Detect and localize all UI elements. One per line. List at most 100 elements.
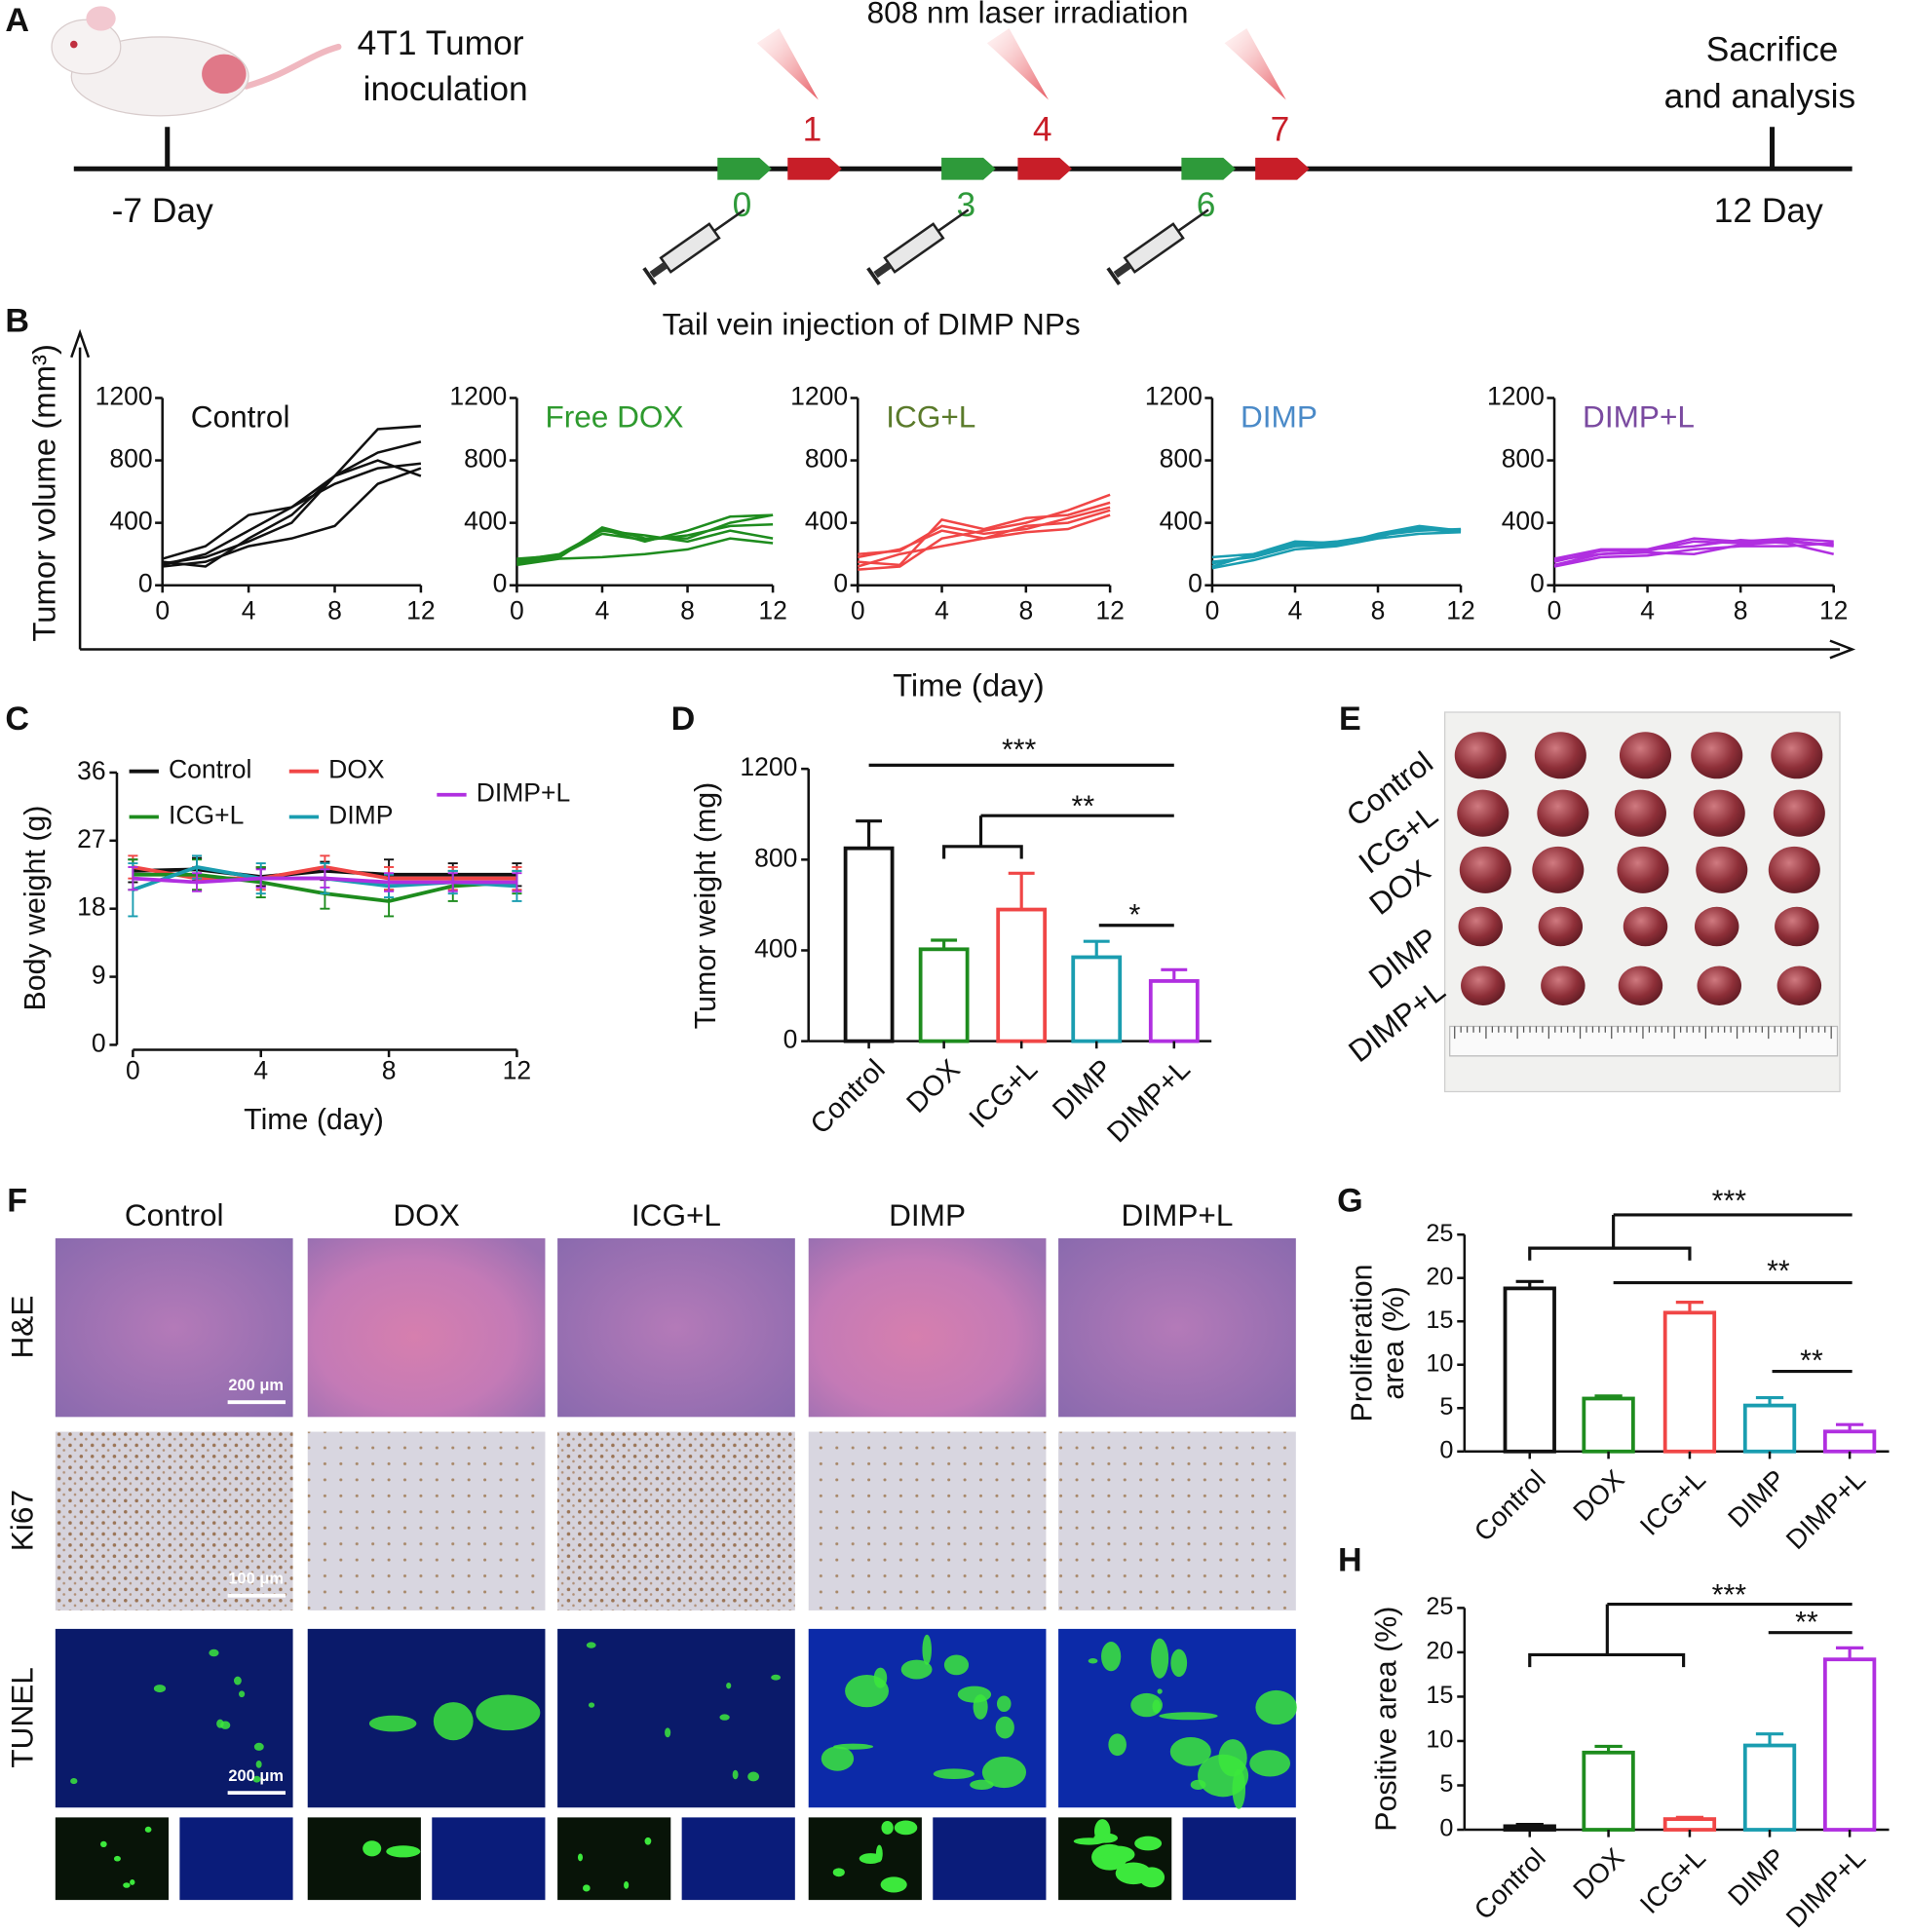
tumor bbox=[1696, 846, 1748, 893]
y-tick-label: 0 bbox=[92, 1028, 106, 1057]
mouse-ear bbox=[86, 6, 116, 31]
y-tick-label: 5 bbox=[1439, 1770, 1453, 1798]
significance-label: ** bbox=[1072, 791, 1095, 823]
series-line bbox=[162, 425, 421, 568]
x-tick-label: DOX bbox=[901, 1054, 967, 1119]
scale-bar-label: 100 μm bbox=[228, 1571, 284, 1588]
y-tick-label: 27 bbox=[77, 824, 105, 853]
tunel-signal bbox=[386, 1845, 421, 1858]
tunel-signal bbox=[577, 1853, 584, 1862]
y-axis-label: Tumor weight (mg) bbox=[690, 782, 722, 1030]
timeline-text: and analysis bbox=[1664, 78, 1856, 116]
panel-letter: E bbox=[1339, 701, 1361, 738]
tunel-signal bbox=[644, 1837, 652, 1845]
y-tick-label: 0 bbox=[833, 569, 848, 598]
y-tick-label: 25 bbox=[1426, 1593, 1453, 1620]
y-tick-label: 10 bbox=[1426, 1349, 1453, 1377]
column-label: ICG+L bbox=[631, 1197, 721, 1232]
tunel-signal bbox=[588, 1702, 595, 1708]
bar bbox=[1503, 1286, 1556, 1454]
series-line bbox=[1211, 530, 1462, 570]
bar bbox=[1662, 1817, 1717, 1832]
y-tick-label: 0 bbox=[1530, 569, 1545, 598]
y-tick-label: 400 bbox=[464, 507, 507, 536]
x-tick-label: ICG+L bbox=[1634, 1842, 1711, 1919]
injection-arrow bbox=[941, 157, 996, 180]
x-tick-label: 4 bbox=[595, 596, 610, 625]
y-tick-label: 0 bbox=[1439, 1436, 1453, 1463]
chart-title: Free DOX bbox=[545, 398, 683, 434]
y-axis-label: Body weight (g) bbox=[19, 806, 52, 1011]
series-line bbox=[516, 513, 774, 563]
timeline-text: 12 Day bbox=[1714, 192, 1823, 230]
panel-letter: C bbox=[5, 701, 29, 738]
tunel-signal bbox=[665, 1727, 671, 1738]
bar bbox=[1822, 1657, 1877, 1832]
day-label: 0 bbox=[733, 186, 752, 224]
tunel-signal bbox=[113, 1855, 121, 1862]
y-axis-label: Proliferation bbox=[1346, 1265, 1378, 1422]
series-line bbox=[162, 462, 422, 560]
x-axis-label: Time (day) bbox=[244, 1104, 384, 1136]
y-tick-label: 1200 bbox=[449, 381, 507, 410]
tumor bbox=[1775, 906, 1819, 947]
series-line bbox=[1553, 539, 1834, 560]
x-tick-label: 4 bbox=[242, 596, 256, 625]
x-tick-label: 12 bbox=[1446, 596, 1474, 625]
tunel-signal bbox=[252, 1775, 261, 1783]
tunel-signal bbox=[153, 1685, 167, 1693]
x-tick-label: 12 bbox=[503, 1055, 531, 1084]
syringe bbox=[1106, 208, 1209, 285]
tumor bbox=[1532, 846, 1585, 893]
tunel-signal bbox=[1101, 1642, 1122, 1672]
tunel-signal bbox=[880, 1876, 907, 1893]
tunel-signal bbox=[771, 1674, 782, 1681]
x-tick-label: 0 bbox=[1547, 596, 1562, 625]
x-tick-label: 0 bbox=[851, 596, 865, 625]
row-label: TUNEL bbox=[5, 1667, 40, 1768]
laser-arrow bbox=[787, 157, 842, 180]
y-tick-label: 18 bbox=[77, 892, 105, 922]
x-tick-label: 4 bbox=[253, 1055, 268, 1084]
tunel-signal bbox=[433, 1702, 474, 1741]
y-tick-label: 36 bbox=[77, 756, 105, 785]
tunel-signal bbox=[970, 1779, 994, 1791]
panel-letter: A bbox=[5, 2, 29, 39]
he-image bbox=[55, 1237, 293, 1418]
x-tick-label: 8 bbox=[382, 1055, 397, 1084]
tunel-signal bbox=[1093, 1833, 1118, 1843]
x-tick-label: 8 bbox=[1734, 596, 1748, 625]
tumor bbox=[1623, 906, 1668, 947]
row-label: H&E bbox=[5, 1296, 40, 1359]
he-image bbox=[307, 1237, 546, 1418]
tunel-signal bbox=[719, 1714, 730, 1721]
panel-letter: B bbox=[5, 302, 29, 339]
x-tick-label: 0 bbox=[155, 596, 170, 625]
tunel-signal bbox=[1151, 1638, 1169, 1679]
x-tick-label: Control bbox=[805, 1054, 892, 1141]
tunel-signal bbox=[209, 1648, 219, 1657]
ki67-image bbox=[55, 1431, 293, 1610]
x-tick-label: 4 bbox=[1640, 596, 1655, 625]
x-tick-label: DIMP bbox=[1722, 1464, 1791, 1534]
tunel-signal bbox=[144, 1826, 152, 1833]
tumor bbox=[1694, 906, 1739, 947]
x-tick-label: DIMP+L bbox=[1780, 1842, 1871, 1932]
tunel-signal bbox=[1101, 1845, 1135, 1864]
bar bbox=[996, 907, 1048, 1043]
bar bbox=[1742, 1743, 1797, 1832]
column-label: DIMP bbox=[889, 1197, 966, 1232]
bar bbox=[1822, 1429, 1877, 1454]
bar bbox=[1071, 955, 1123, 1043]
tunel-signal bbox=[882, 1879, 889, 1887]
y-tick-label: 5 bbox=[1439, 1393, 1453, 1421]
bar bbox=[1662, 1310, 1717, 1454]
x-tick-label: 8 bbox=[1018, 596, 1033, 625]
series-line bbox=[1211, 524, 1462, 563]
syringe bbox=[642, 208, 745, 285]
column-label: DOX bbox=[393, 1197, 459, 1232]
tunel-signal bbox=[253, 1742, 264, 1751]
y-tick-label: 1200 bbox=[740, 752, 797, 781]
